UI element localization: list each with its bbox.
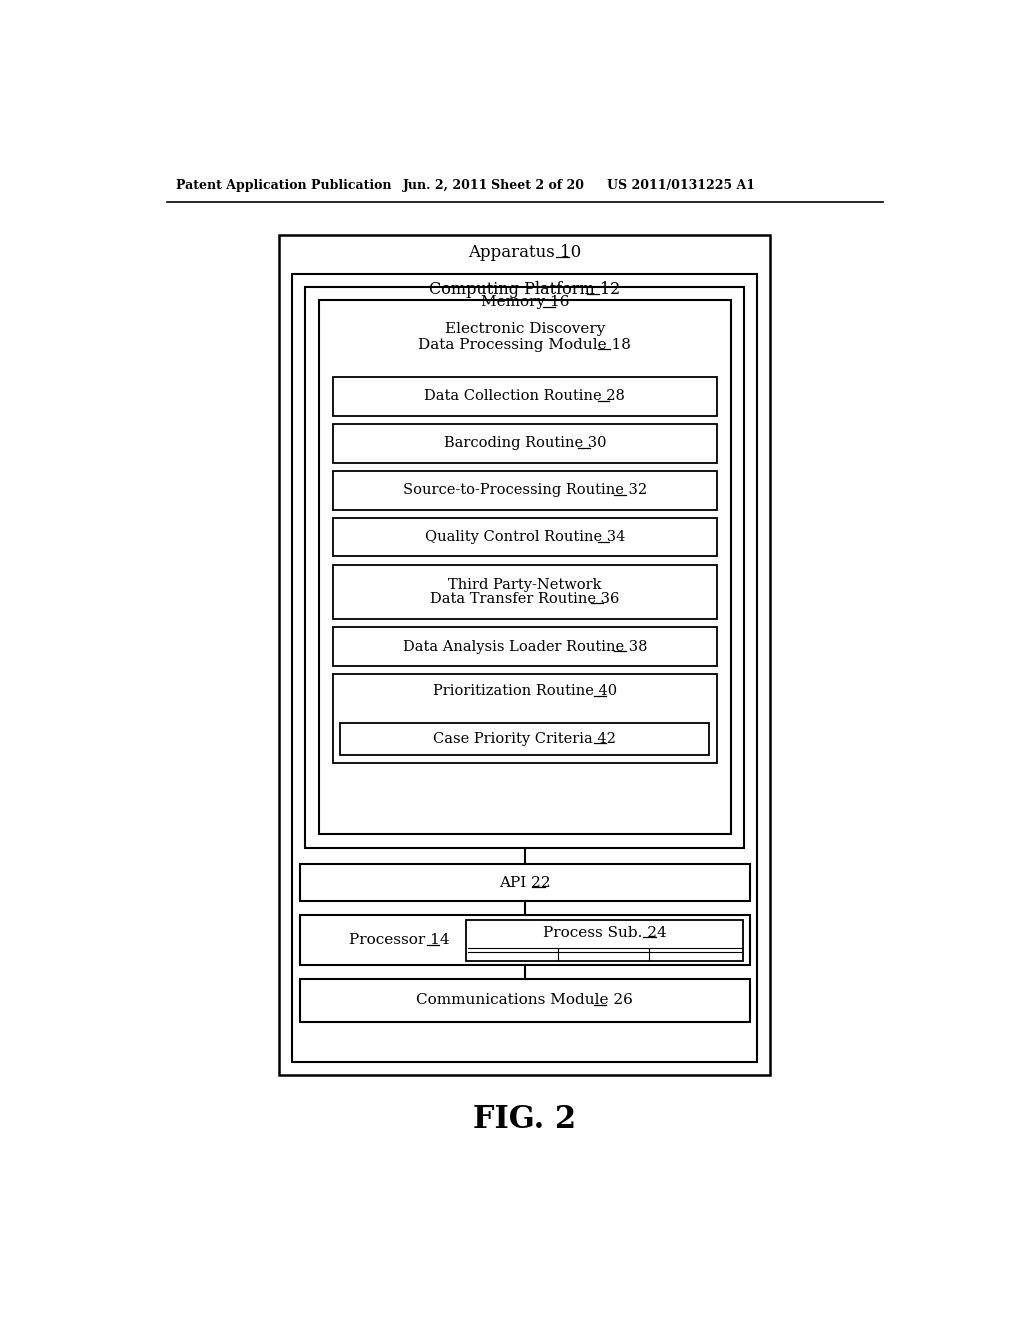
Text: Process Sub. 24: Process Sub. 24 <box>543 927 667 940</box>
FancyBboxPatch shape <box>333 627 717 665</box>
Text: API 22: API 22 <box>499 876 551 890</box>
Text: Case Priority Criteria 42: Case Priority Criteria 42 <box>433 733 616 746</box>
FancyBboxPatch shape <box>305 286 744 847</box>
FancyBboxPatch shape <box>300 865 750 902</box>
FancyBboxPatch shape <box>333 471 717 510</box>
Text: Prioritization Routine 40: Prioritization Routine 40 <box>433 684 616 698</box>
Text: Memory 16: Memory 16 <box>480 296 569 309</box>
FancyBboxPatch shape <box>300 979 750 1022</box>
Text: Data Processing Module 18: Data Processing Module 18 <box>419 338 631 351</box>
FancyBboxPatch shape <box>333 378 717 416</box>
Text: Data Transfer Routine 36: Data Transfer Routine 36 <box>430 593 620 606</box>
FancyBboxPatch shape <box>333 565 717 619</box>
Text: Barcoding Routine 30: Barcoding Routine 30 <box>443 437 606 450</box>
FancyBboxPatch shape <box>300 915 750 965</box>
FancyBboxPatch shape <box>340 723 710 755</box>
FancyBboxPatch shape <box>292 275 758 1061</box>
Text: Electronic Discovery: Electronic Discovery <box>444 322 605 337</box>
Text: Data Collection Routine 28: Data Collection Routine 28 <box>424 389 626 404</box>
FancyBboxPatch shape <box>280 235 770 1074</box>
Text: Third Party-Network: Third Party-Network <box>449 578 601 591</box>
Text: Patent Application Publication: Patent Application Publication <box>176 178 391 191</box>
Text: Source-to-Processing Routine 32: Source-to-Processing Routine 32 <box>402 483 647 498</box>
FancyBboxPatch shape <box>333 424 717 462</box>
Text: Communications Module 26: Communications Module 26 <box>417 994 633 1007</box>
Text: Sheet 2 of 20: Sheet 2 of 20 <box>490 178 584 191</box>
Text: FIG. 2: FIG. 2 <box>473 1104 577 1135</box>
FancyBboxPatch shape <box>318 300 731 834</box>
Text: Data Analysis Loader Routine 38: Data Analysis Loader Routine 38 <box>402 640 647 653</box>
Text: Apparatus 10: Apparatus 10 <box>468 244 582 261</box>
FancyBboxPatch shape <box>333 675 717 763</box>
Text: US 2011/0131225 A1: US 2011/0131225 A1 <box>607 178 755 191</box>
Text: Computing Platform 12: Computing Platform 12 <box>429 281 621 298</box>
FancyBboxPatch shape <box>333 517 717 557</box>
Text: Jun. 2, 2011: Jun. 2, 2011 <box>403 178 488 191</box>
Text: Processor 14: Processor 14 <box>348 933 450 948</box>
Text: Quality Control Routine 34: Quality Control Routine 34 <box>425 531 625 544</box>
FancyBboxPatch shape <box>466 920 743 961</box>
